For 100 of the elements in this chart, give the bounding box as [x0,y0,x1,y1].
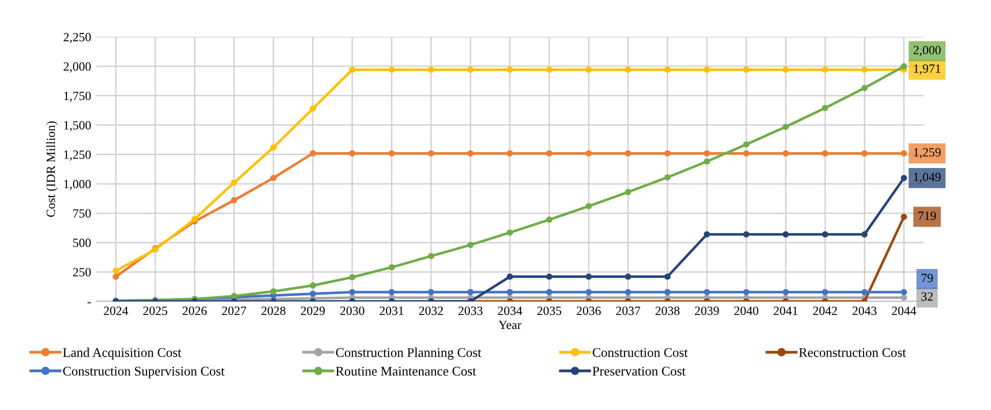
point [586,150,592,156]
point [506,66,513,73]
point [861,84,868,92]
point [388,264,395,270]
x-tick-label: 2033 [458,306,482,316]
point [112,274,119,280]
legend-label: Construction Cost [592,348,688,357]
point [467,288,474,296]
x-tick-label: 2030 [340,306,364,316]
point [664,288,671,296]
point [230,197,238,204]
x-tick-label: 2039 [694,306,719,316]
point [506,274,513,280]
point [388,150,395,156]
data-label: 32 [921,292,933,301]
x-tick-label: 2035 [537,306,562,316]
y-tick-label: 1,500 [64,121,91,132]
x-tick-label: 2041 [774,306,798,316]
x-tick-label: 2036 [576,306,601,316]
point [704,288,710,296]
x-tick-label: 2043 [852,306,877,316]
point [624,274,632,280]
point [743,150,750,156]
point [586,203,592,210]
point [900,63,908,70]
point [428,288,434,296]
point [782,66,789,73]
point [546,288,552,296]
point [664,150,671,156]
x-tick-label: 2038 [656,306,680,316]
point [704,150,710,156]
x-tick-label: 2024 [104,306,128,316]
point [270,144,277,151]
point [586,66,592,73]
y-tick-label: 750 [73,209,91,218]
point [349,66,356,73]
y-tick-label: 250 [73,268,91,276]
point [310,105,316,112]
point [624,288,632,296]
point [624,66,632,73]
point [624,188,632,196]
point [388,66,395,73]
point [822,66,828,73]
x-tick-label: 2027 [222,306,246,316]
point [664,66,671,73]
point [112,268,119,274]
point [861,288,868,296]
point [467,150,474,156]
point [192,216,198,222]
point [900,294,908,301]
point [586,274,592,280]
point [782,124,789,130]
legend-label: Preservation Cost [592,366,686,376]
point [230,180,238,186]
data-label: 79 [922,274,933,282]
x-tick-label: 2031 [380,306,404,316]
data-label: 2,000 [914,46,941,56]
point [428,150,434,156]
point [900,174,908,182]
point [270,174,277,182]
x-tick-label: 2028 [261,306,286,316]
x-tick-label: 2029 [300,306,325,316]
point [861,231,868,238]
x-tick-label: 2044 [892,306,916,316]
y-tick-label: 2,250 [64,32,91,44]
point [900,214,908,220]
point [270,288,277,294]
point [743,288,750,296]
x-tick-label: 2040 [734,306,758,316]
y-tick-label: 500 [73,238,91,248]
y-tick-label: 1,250 [64,150,91,161]
point [861,66,868,73]
x-tick-label: 2037 [616,306,640,316]
point [624,150,632,156]
point [822,104,828,112]
point [546,216,552,223]
y-tick-label: - [88,302,91,304]
y-axis-title: Cost (IDR Million) [46,121,58,217]
point [743,141,750,148]
y-tick-label: 1,000 [64,180,91,190]
point [546,274,552,280]
legend-label: Routine Maintenance Cost [336,366,476,376]
point [664,274,671,280]
legend-label: Construction Planning Cost [336,348,482,360]
x-tick-label: 2026 [182,306,207,316]
point [586,288,592,296]
point [546,150,552,156]
point [506,229,513,236]
point [388,288,395,296]
data-label: 1,971 [914,64,940,75]
x-tick-label: 2025 [143,306,168,316]
point [900,288,908,296]
point [743,231,750,238]
data-label: 719 [918,212,936,220]
point [743,66,750,73]
y-tick-label: 2,000 [64,62,91,73]
point [310,290,316,297]
point [467,66,474,73]
legend-label: Reconstruction Cost [799,348,906,357]
point [704,231,710,238]
